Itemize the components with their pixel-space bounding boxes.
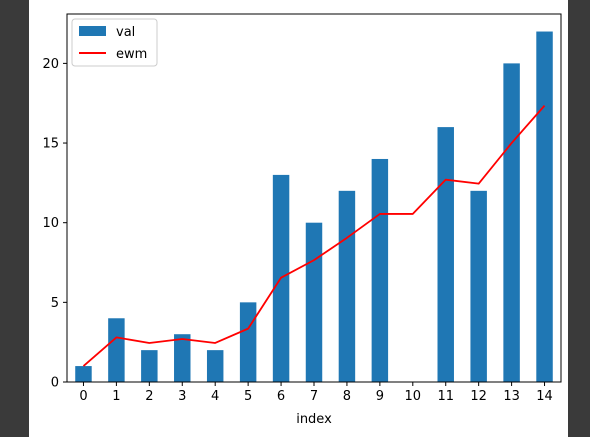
x-tick-label: 3 — [178, 389, 186, 404]
x-tick-label: 7 — [310, 389, 318, 404]
bar — [503, 63, 520, 382]
y-tick-label: 15 — [42, 137, 59, 152]
plot-frame — [66, 13, 562, 383]
x-axis: 0 1 2 3 4 5 6 7 8 9 10 11 12 13 14 — [79, 382, 553, 404]
x-tick-label: 14 — [536, 389, 553, 404]
bar — [437, 127, 454, 383]
bar — [239, 302, 257, 382]
y-axis: 0 5 10 15 20 — [42, 57, 67, 391]
bar — [174, 334, 191, 382]
x-tick-label: 2 — [145, 389, 153, 404]
bar — [75, 366, 92, 382]
line-series — [82, 105, 546, 367]
bar — [141, 350, 158, 382]
x-tick-label: 0 — [79, 389, 87, 404]
bar — [470, 190, 487, 382]
legend-label-ewm: ewm — [116, 47, 147, 62]
x-tick-label: 12 — [470, 389, 487, 404]
x-tick-label: 13 — [503, 389, 520, 404]
legend: val ewm — [71, 18, 158, 67]
x-tick-label: 10 — [405, 389, 422, 404]
x-tick-label: 9 — [376, 389, 384, 404]
x-tick-label: 5 — [244, 389, 252, 404]
x-tick-label: 4 — [211, 389, 219, 404]
bar — [206, 350, 224, 382]
y-tick-label: 5 — [51, 296, 59, 311]
y-tick-label: 20 — [42, 57, 59, 72]
y-tick-label: 10 — [42, 216, 59, 231]
bar-series — [75, 31, 553, 383]
bar — [536, 31, 553, 383]
x-tick-label: 8 — [343, 389, 351, 404]
bar — [338, 190, 356, 382]
x-axis-label: index — [296, 412, 332, 427]
bar — [371, 158, 389, 382]
bar — [108, 318, 125, 382]
bar — [305, 222, 323, 382]
x-tick-label: 1 — [112, 389, 120, 404]
y-tick-label: 0 — [51, 376, 59, 391]
legend-swatch-val — [79, 26, 106, 36]
legend-label-val: val — [116, 25, 135, 40]
x-tick-label: 6 — [277, 389, 285, 404]
x-tick-label: 11 — [437, 389, 454, 404]
